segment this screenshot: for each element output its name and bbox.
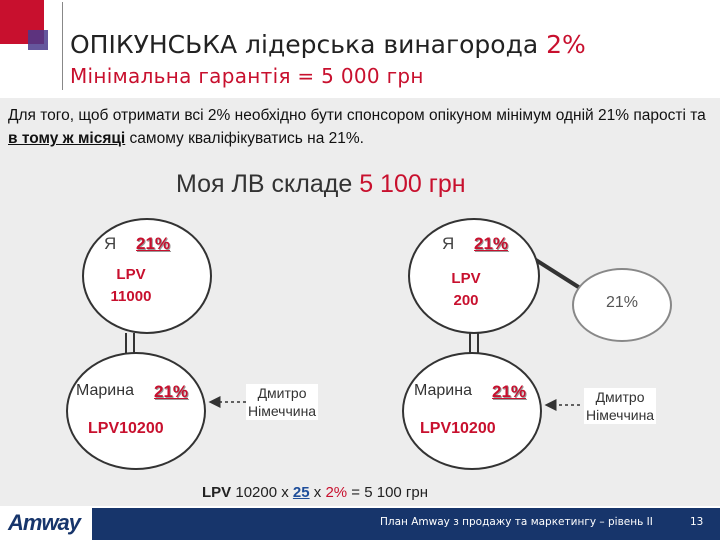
headline: Моя ЛВ складе 5 100 грн [176,170,466,199]
intro-text-1: Для того, щоб отримати всі 2% необхідно … [8,107,706,124]
amway-logo: Amway [8,510,81,535]
left-dmytro-country: Німеччина [248,403,317,419]
right-marina-circle [402,352,542,470]
left-me-lpv-value: 11000 [110,288,152,305]
intro-paragraph: Для того, щоб отримати всі 2% необхідно … [8,104,708,150]
footer-text: План Amway з продажу та маркетингу – рів… [380,516,653,528]
left-me-percent: 21% [136,234,171,253]
formula-lpv: LPV [202,484,232,501]
right-me-lpv-value: 200 [453,292,479,309]
right-side-percent: 21% [606,294,639,311]
left-me-lpv: LPV 11000 [102,264,160,308]
right-marina-lpv: LPV10200 [420,420,496,437]
headline-amount: 5 100 грн [359,170,466,198]
right-me-label: Я [442,234,455,253]
left-dmytro: Дмитро Німеччина [246,384,319,420]
right-side-circle [572,268,672,342]
title-divider [62,2,63,90]
right-me-percent: 21% [474,234,509,253]
formula-part2: x [309,484,326,501]
right-marina-label: Марина [414,382,472,399]
right-dmytro-country: Німеччина [586,407,655,423]
right-dmytro-name: Дмитро [595,389,645,405]
left-me-circle [82,218,212,334]
left-marina-label: Марина [76,382,134,399]
formula-percent: 2% [325,484,348,501]
right-dmytro: Дмитро Німеччина [584,388,657,424]
intro-emphasis: в тому ж місяці [8,130,126,147]
page-number: 13 [690,516,704,528]
page-title-text: ОПІКУНСЬКА лідерська винагорода [70,30,539,59]
intro-text-2: самому кваліфікуватись на 21%. [125,130,364,147]
left-marina-lpv: LPV10200 [88,420,164,437]
left-marina-percent: 21% [154,382,189,401]
headline-text: Моя ЛВ складе [176,170,353,198]
decor-purple-square [28,30,48,50]
formula-part1: 10200 x [231,484,293,501]
right-me-circle [408,218,540,334]
page-title-percent: 2% [546,30,586,59]
right-marina-percent: 21% [492,382,527,401]
formula-part3: = 5 100 грн [347,484,429,501]
left-dmytro-name: Дмитро [257,385,307,401]
footer-bar [92,508,720,540]
page-title: ОПІКУНСЬКА лідерська винагорода 2% [70,30,586,59]
left-me-lpv-label: LPV [116,266,146,283]
right-me-lpv: LPV 200 [440,268,492,312]
formula-rate: 25 [292,484,310,501]
left-me-label: Я [104,234,117,253]
right-me-lpv-label: LPV [451,270,481,287]
left-marina-circle [66,352,206,470]
formula: LPV 10200 x 25 x 2% = 5 100 грн [202,484,428,501]
page-subtitle: Мінімальна гарантія = 5 000 грн [70,64,424,88]
